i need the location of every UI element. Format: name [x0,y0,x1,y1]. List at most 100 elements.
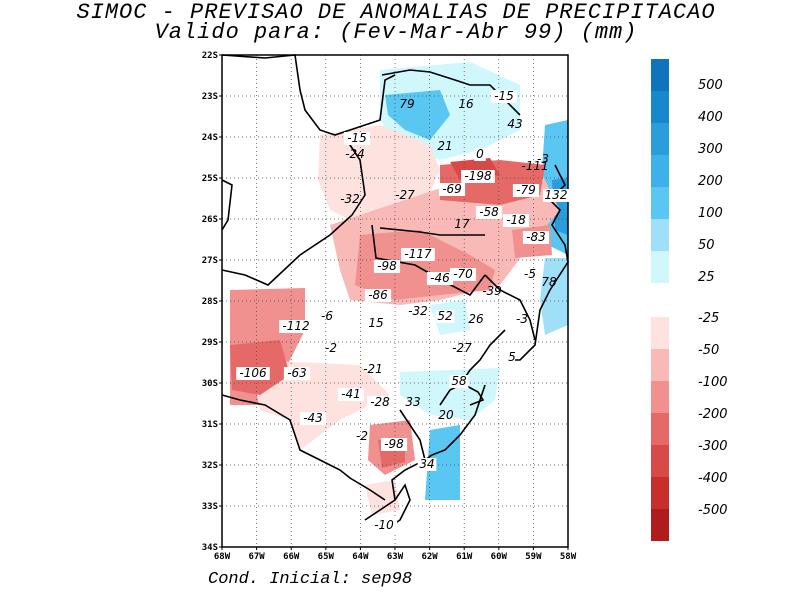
anomaly-label-text: -10 [374,518,394,532]
anomaly-label-text: -3 [537,152,549,166]
anomaly-label-text: 33 [405,395,420,409]
coastline-uruguay [424,384,486,461]
anomaly-label-box [283,367,311,380]
positive-area-north-core [385,90,450,140]
anomaly-value-label: -15 [490,89,518,103]
anomaly-value-label: 43 [507,117,522,131]
anomaly-value-label: -27 [452,341,472,355]
anomaly-value-label: -32 [340,192,360,206]
anomaly-value-label: -5 [524,267,536,281]
anomaly-label-text: -2 [325,341,337,355]
map-subtitle: Valido para: (Fev-Mar-Abr 99) (mm) [154,20,638,45]
colorbar-swatch-positive [651,91,669,123]
anomaly-label-box [417,458,437,471]
border-misiones [484,274,536,341]
lat-tick-label: 30S [202,379,218,389]
anomaly-value-label: 21 [437,139,452,153]
anomaly-label-box [435,310,455,323]
anomaly-label-text: -111 [521,159,548,173]
longitude-ticks: 68W 67W 66W 65W 64W 63W 62W 61W 60W 59W 58W [214,547,577,562]
anomaly-label-text: -21 [363,362,383,376]
anomaly-value-label: -98 [373,259,401,273]
anomaly-label-text: -112 [282,319,309,333]
anomaly-label-text: -32 [408,304,428,318]
anomaly-label-text: -79 [516,183,536,197]
colorbar-label-negative: -400 [698,471,728,486]
border-brazil-uruguay [439,329,506,406]
map-title: SIMOC - PREVISAO DE ANOMALIAS DE PRECIPI… [76,0,716,25]
anomaly-value-label: -198 [461,169,495,183]
anomaly-value-label: -39 [482,284,502,298]
anomaly-value-label: -117 [401,247,435,261]
lon-tick-label: 60W [491,552,508,562]
anomaly-label-box [475,206,503,219]
lon-tick-label: 61W [456,552,473,562]
anomaly-label-box [366,396,394,409]
anomaly-value-label: 33 [405,395,420,409]
anomaly-label-text: -28 [370,395,390,409]
anomaly-label-box [449,375,469,388]
anomaly-value-label: -24 [345,147,365,161]
border-brazil-argentina [379,227,485,236]
colorbar-swatch-negative [651,317,669,349]
lon-tick-label: 62W [421,552,438,562]
colorbar-swatch-negative [651,349,669,381]
border-bolivia-argentina [221,54,396,136]
anomaly-label-text: 16 [458,97,474,111]
anomaly-value-label: 20 [438,408,454,422]
anomaly-value-label: -32 [408,304,428,318]
lat-tick-label: 34S [202,543,218,553]
anomaly-label-text: 132 [545,188,568,202]
anomaly-label-text: -18 [506,213,526,227]
anomaly-label-box [401,248,435,261]
anomaly-label-box [299,412,327,425]
colorbar-label-positive: 300 [698,142,723,157]
lon-tick-label: 64W [352,552,369,562]
anomaly-label-box [474,148,486,161]
colorbar: 500 400 300 200 100 50 25 -25 -50 -100 -200 -300 -40… [651,59,728,541]
anomaly-label-box [490,90,518,103]
anomaly-label-text: -46 [430,271,450,285]
anomaly-label-box [522,231,550,244]
lon-tick-label: 63W [387,552,404,562]
border-argentina-chile [221,179,233,231]
anomaly-label-text: 78 [541,275,557,289]
anomaly-value-label: -98 [380,437,408,451]
positive-area-south [400,368,500,420]
anomaly-label-box [449,268,477,281]
anomaly-value-label: 17 [454,217,470,231]
anomaly-label-box [343,132,371,145]
anomaly-label-text: -58 [479,205,499,219]
anomaly-value-label: -46 [426,271,454,285]
lat-tick-label: 23S [202,92,218,102]
anomaly-value-label: -2 [325,341,337,355]
anomaly-label-text: -86 [368,288,388,302]
anomaly-label-text: -106 [239,366,267,380]
colorbar-swatch-negative [651,381,669,413]
anomaly-label-box [373,260,401,273]
anomaly-value-label: -69 [438,182,466,196]
anomaly-value-label: -83 [522,230,550,244]
initial-condition-label: Cond. Inicial: sep98 [208,570,413,589]
anomaly-value-label: -18 [502,213,530,227]
anomaly-label-box [502,214,530,227]
anomaly-label-text: -2 [356,429,368,443]
anomaly-value-label: -41 [337,387,365,401]
anomaly-label-text: -24 [345,147,365,161]
anomaly-label-text: 34 [419,457,434,471]
anomaly-label-text: -63 [287,366,307,380]
anomaly-value-label: -15 [343,131,371,145]
colorbar-swatch-positive [651,219,669,251]
anomaly-label-text: -83 [526,230,546,244]
anomaly-label-text: -70 [453,267,473,281]
anomaly-label-text: 20 [438,408,454,422]
anomaly-label-text: -98 [384,437,404,451]
anomaly-label-box [279,320,313,333]
anomaly-label-text: -69 [442,182,462,196]
anomaly-label-text: -5 [524,267,536,281]
lat-tick-label: 25S [202,174,218,184]
anomaly-value-label: 5 [508,350,516,364]
anomaly-value-label: -21 [363,362,383,376]
lon-tick-label: 67W [248,552,265,562]
colorbar-label-positive: 200 [698,174,723,189]
